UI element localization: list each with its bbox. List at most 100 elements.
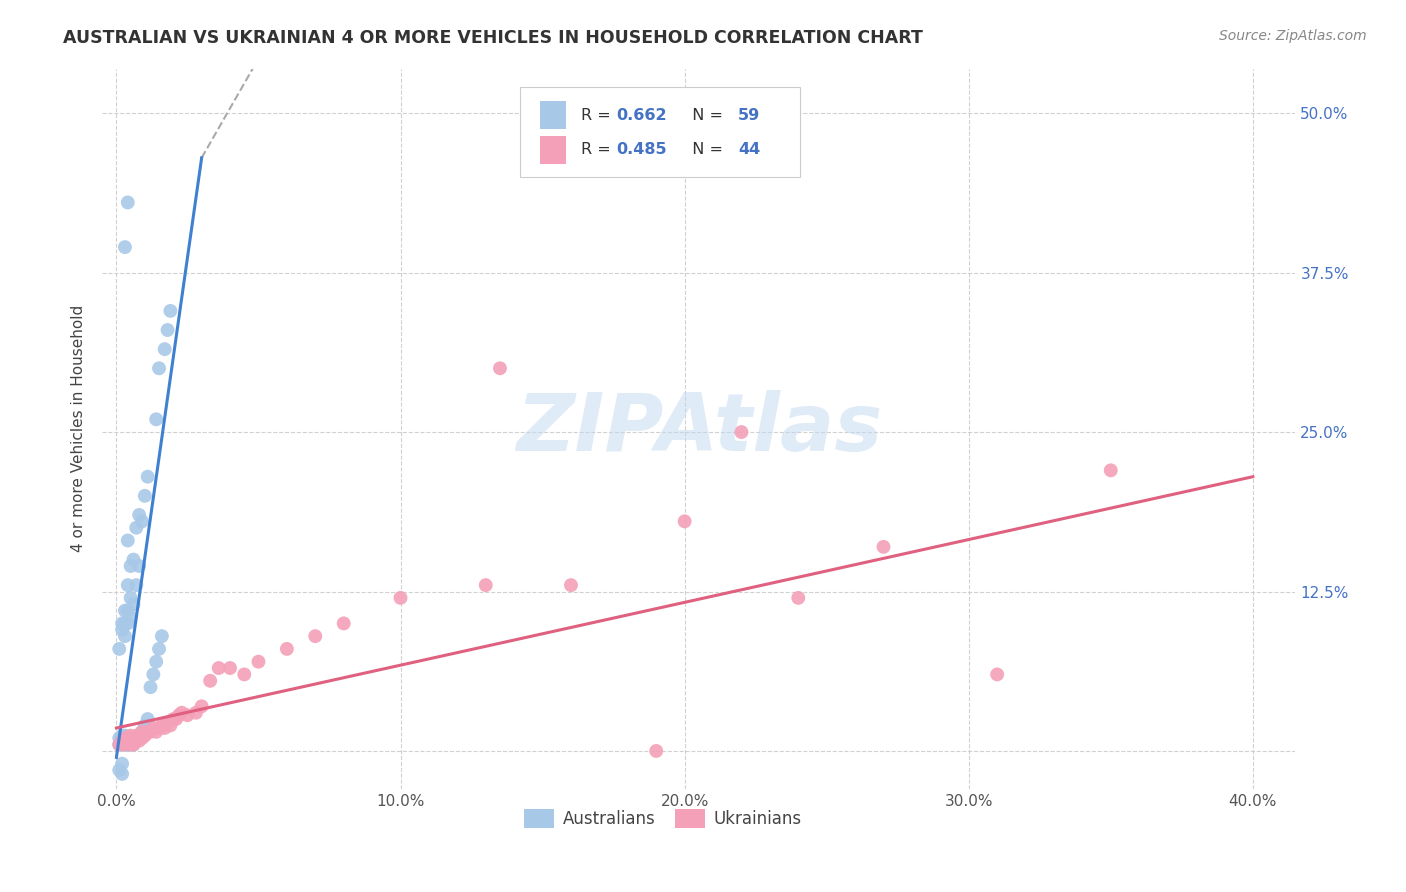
- Text: 44: 44: [738, 143, 761, 157]
- Point: [120, 738, 142, 752]
- Point: [111, 733, 134, 747]
- Point: [111, 767, 134, 781]
- Point: [184, 706, 207, 720]
- FancyBboxPatch shape: [520, 87, 800, 177]
- Point: [148, 641, 170, 656]
- Point: [208, 661, 231, 675]
- Point: [120, 559, 142, 574]
- Point: [114, 629, 136, 643]
- Point: [170, 706, 193, 720]
- Point: [142, 721, 165, 735]
- Point: [165, 712, 187, 726]
- Text: 59: 59: [738, 108, 761, 122]
- Point: [125, 578, 148, 592]
- Point: [131, 731, 153, 746]
- Point: [645, 744, 668, 758]
- Text: R =: R =: [581, 143, 616, 157]
- Point: [176, 708, 198, 723]
- Point: [128, 559, 150, 574]
- Point: [1099, 463, 1122, 477]
- Point: [111, 729, 134, 743]
- Text: 0.485: 0.485: [616, 143, 666, 157]
- Text: AUSTRALIAN VS UKRAINIAN 4 OR MORE VEHICLES IN HOUSEHOLD CORRELATION CHART: AUSTRALIAN VS UKRAINIAN 4 OR MORE VEHICL…: [63, 29, 924, 47]
- Point: [233, 667, 256, 681]
- Point: [560, 578, 582, 592]
- Point: [117, 738, 139, 752]
- Point: [125, 521, 148, 535]
- Point: [150, 718, 173, 732]
- Point: [114, 240, 136, 254]
- Point: [108, 738, 131, 752]
- Point: [134, 489, 156, 503]
- Point: [125, 731, 148, 746]
- Point: [120, 591, 142, 605]
- Point: [332, 616, 354, 631]
- Point: [153, 342, 176, 356]
- Point: [142, 667, 165, 681]
- Text: 0.662: 0.662: [616, 108, 666, 122]
- Point: [145, 724, 167, 739]
- Point: [247, 655, 270, 669]
- Point: [117, 604, 139, 618]
- Point: [114, 738, 136, 752]
- Point: [131, 724, 153, 739]
- Point: [131, 724, 153, 739]
- Point: [159, 718, 181, 732]
- Point: [148, 361, 170, 376]
- Point: [219, 661, 242, 675]
- Point: [114, 738, 136, 752]
- Point: [117, 533, 139, 548]
- Point: [474, 578, 496, 592]
- Text: N =: N =: [682, 108, 728, 122]
- Point: [120, 729, 142, 743]
- Text: Source: ZipAtlas.com: Source: ZipAtlas.com: [1219, 29, 1367, 44]
- Point: [153, 721, 176, 735]
- Point: [134, 718, 156, 732]
- Point: [117, 578, 139, 592]
- Point: [145, 655, 167, 669]
- Point: [148, 721, 170, 735]
- Point: [787, 591, 810, 605]
- Point: [986, 667, 1008, 681]
- Point: [114, 729, 136, 743]
- Point: [156, 715, 179, 730]
- Point: [111, 733, 134, 747]
- Point: [108, 738, 131, 752]
- Point: [122, 738, 145, 752]
- Point: [136, 469, 159, 483]
- Point: [114, 616, 136, 631]
- Point: [117, 731, 139, 746]
- Point: [117, 616, 139, 631]
- Point: [167, 708, 190, 723]
- Point: [150, 629, 173, 643]
- Point: [730, 425, 752, 439]
- Legend: Australians, Ukrainians: Australians, Ukrainians: [517, 803, 808, 835]
- Point: [131, 514, 153, 528]
- Point: [120, 731, 142, 746]
- Y-axis label: 4 or more Vehicles in Household: 4 or more Vehicles in Household: [72, 305, 86, 552]
- Point: [139, 680, 162, 694]
- Point: [125, 733, 148, 747]
- Point: [673, 514, 696, 528]
- Point: [489, 361, 512, 376]
- Point: [122, 552, 145, 566]
- Point: [111, 738, 134, 752]
- Point: [136, 724, 159, 739]
- Point: [872, 540, 894, 554]
- Point: [198, 673, 221, 688]
- Point: [117, 731, 139, 746]
- Point: [190, 699, 212, 714]
- Point: [159, 304, 181, 318]
- Point: [114, 604, 136, 618]
- Text: R =: R =: [581, 108, 616, 122]
- Point: [139, 724, 162, 739]
- Point: [122, 738, 145, 752]
- Point: [128, 731, 150, 746]
- Point: [304, 629, 326, 643]
- Point: [122, 731, 145, 746]
- Point: [122, 731, 145, 746]
- Point: [134, 729, 156, 743]
- Point: [111, 616, 134, 631]
- Point: [111, 731, 134, 746]
- Point: [108, 641, 131, 656]
